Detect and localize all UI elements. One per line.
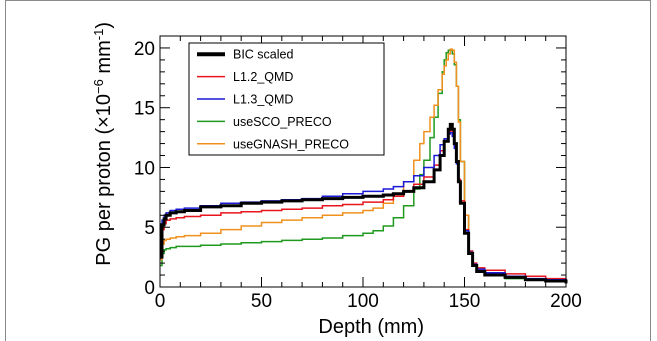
legend-label: L1.3_QMD bbox=[233, 93, 293, 107]
legend-label: L1.2_QMD bbox=[233, 70, 293, 84]
axis-ticks bbox=[159, 35, 567, 288]
x-axis-title: Depth (mm) bbox=[318, 316, 424, 338]
y-tick-label: 20 bbox=[134, 39, 155, 60]
x-tick-label: 200 bbox=[550, 291, 582, 312]
axis-tick-labels: 0 50 100 150 200 0 5 10 15 20 bbox=[134, 39, 582, 312]
legend-label: BIC scaled bbox=[233, 48, 293, 62]
y-tick-label: 0 bbox=[144, 278, 155, 299]
series-line-bic-scaled bbox=[160, 122, 568, 284]
x-tick-label: 150 bbox=[449, 291, 481, 312]
y-tick-label: 15 bbox=[134, 99, 155, 120]
x-tick-label: 100 bbox=[347, 291, 379, 312]
y-tick-label: 5 bbox=[144, 218, 155, 239]
legend: BIC scaled L1.2_QMD L1.3_QMD useSCO_PRECOus… bbox=[188, 42, 385, 156]
legend-label: useSCO_PRECO bbox=[233, 115, 332, 129]
y-tick-label: 10 bbox=[134, 158, 155, 179]
legend-label: useGNASH_PRECO bbox=[233, 137, 349, 151]
series-curves bbox=[160, 48, 568, 284]
series-line-usegnash-preco bbox=[160, 48, 567, 284]
x-tick-label: 0 bbox=[155, 291, 166, 312]
y-axis-title: PG per proton (×10−6 mm-1) bbox=[91, 22, 116, 266]
x-tick-label: 50 bbox=[251, 291, 272, 312]
